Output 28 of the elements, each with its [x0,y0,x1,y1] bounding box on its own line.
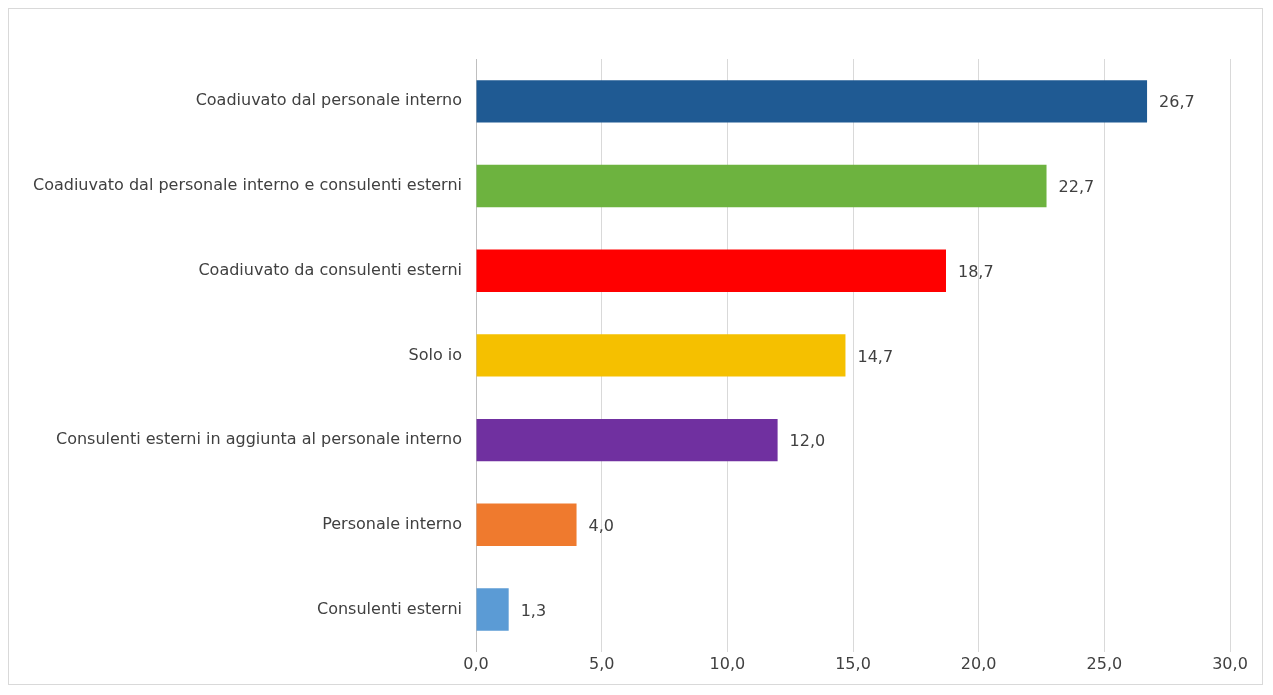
x-tick-label: 15,0 [835,653,871,673]
data-label: 12,0 [789,431,826,451]
data-label: 18,7 [958,261,994,281]
bar [476,334,846,377]
data-label: 22,7 [1058,177,1095,197]
data-label: 4,0 [588,515,614,535]
x-tick-label: 0,0 [463,653,489,673]
x-tick-label: 20,0 [960,653,997,673]
bar [476,249,946,292]
bar [476,418,778,462]
y-tick-label: Consulenti esterni in aggiunta al personale interno [55,429,463,449]
y-tick-label: Coadiuvato dal personale interno e consulenti esterni [32,175,463,195]
bar [476,588,509,631]
data-label: 1,3 [520,600,547,620]
x-tick-label: 30,0 [1212,653,1248,673]
x-tick-label: 5,0 [588,653,615,673]
bar [476,164,1047,208]
bar [476,80,1148,123]
data-label: 14,7 [857,346,894,366]
x-tick-label: 25,0 [1086,653,1123,673]
data-label: 26,7 [1159,92,1195,112]
y-tick-label: Personale interno [322,513,463,533]
bar [476,503,577,546]
y-tick-label: Coadiuvato da consulenti esterni [198,259,463,279]
x-tick-label: 10,0 [709,653,746,673]
y-tick-label: Consulenti esterni [317,598,463,618]
y-tick-label: Solo io [408,344,463,364]
y-tick-label: Coadiuvato dal personale interno [195,90,463,110]
